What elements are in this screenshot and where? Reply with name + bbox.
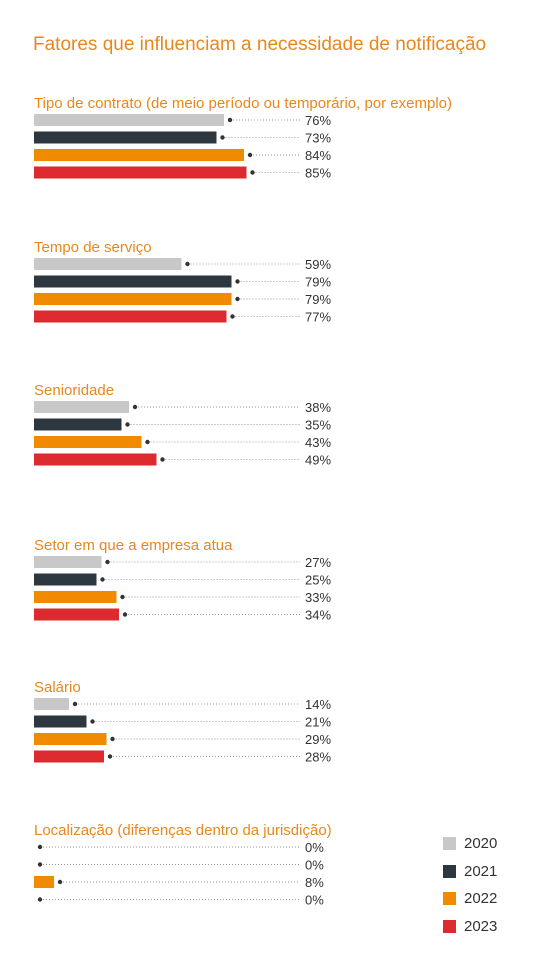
bar-end-dot: [37, 862, 43, 867]
bar-end-dot: [250, 170, 255, 175]
bar-end-dot: [122, 612, 128, 617]
value-label: 73%: [305, 131, 331, 146]
legend-label: 2023: [464, 917, 498, 935]
category-label: Salário: [34, 679, 81, 696]
value-label: 33%: [305, 590, 331, 605]
bar-end-dot: [100, 577, 105, 582]
bar-end-dot: [160, 457, 165, 462]
bar-end-dot: [235, 296, 240, 302]
bar-2020: [34, 401, 129, 413]
value-label: 76%: [305, 113, 331, 128]
category-label: Tempo de serviço: [34, 239, 152, 256]
value-label: 25%: [305, 573, 331, 588]
value-label: 59%: [305, 257, 331, 272]
bar-end-dot: [120, 594, 125, 600]
bar-2022: [34, 733, 107, 745]
legend-label: 2022: [464, 890, 498, 908]
value-label: 21%: [305, 715, 331, 730]
bar-end-dot: [107, 754, 113, 759]
bar-2020: [34, 698, 69, 710]
value-label: 8%: [305, 875, 324, 890]
bar-end-dot: [247, 152, 253, 158]
bar-2020: [34, 114, 224, 126]
bar-2021: [34, 715, 87, 728]
bar-2021: [34, 131, 217, 144]
bar-end-dot: [90, 719, 95, 724]
bar-2022: [34, 876, 54, 888]
bar-end-dot: [57, 879, 63, 885]
bar-end-dot: [72, 701, 78, 707]
value-label: 0%: [305, 840, 324, 855]
value-label: 43%: [305, 435, 331, 450]
value-label: 34%: [305, 608, 331, 623]
category-label: Localização (diferenças dentro da jurisd…: [34, 822, 332, 839]
legend: 2020 2021 2022 2023: [443, 830, 497, 940]
value-label: 14%: [305, 697, 331, 712]
bar-2023: [34, 166, 247, 179]
bar-end-dot: [230, 314, 235, 319]
legend-item-2021: 2021: [443, 858, 497, 886]
value-label: 79%: [305, 275, 331, 290]
bar-end-dot: [235, 279, 240, 284]
bar-end-dot: [105, 559, 110, 565]
bar-end-dot: [110, 736, 115, 742]
value-label: 35%: [305, 418, 331, 433]
bar-2022: [34, 436, 142, 448]
value-label: 0%: [305, 893, 324, 908]
bar-end-dot: [227, 117, 233, 123]
bar-2021: [34, 275, 232, 288]
bar-2023: [34, 310, 227, 323]
bar-end-dot: [132, 404, 138, 410]
bar-2023: [34, 453, 157, 466]
category-label: Tipo de contrato (de meio período ou tem…: [34, 95, 452, 112]
value-label: 28%: [305, 750, 331, 765]
legend-item-2020: 2020: [443, 830, 497, 858]
bar-2022: [34, 591, 117, 603]
legend-swatch: [443, 837, 456, 851]
bar-2022: [34, 293, 232, 305]
value-label: 79%: [305, 292, 331, 307]
value-label: 49%: [305, 453, 331, 468]
value-label: 29%: [305, 732, 331, 747]
value-label: 85%: [305, 166, 331, 181]
bar-end-dot: [185, 261, 190, 267]
category-label: Setor em que a empresa atua: [34, 537, 233, 554]
legend-swatch: [443, 864, 456, 878]
bar-2020: [34, 258, 182, 270]
value-label: 0%: [305, 858, 324, 873]
bar-2023: [34, 608, 119, 621]
category-label: Senioridade: [34, 382, 114, 399]
legend-swatch: [443, 892, 456, 906]
bar-2023: [34, 750, 104, 763]
chart-title: Fatores que influenciam a necessidade de…: [33, 34, 487, 55]
value-label: 77%: [305, 310, 331, 325]
bar-2021: [34, 573, 97, 586]
bar-2021: [34, 418, 122, 431]
bar-end-dot: [37, 844, 43, 850]
legend-label: 2021: [464, 862, 498, 880]
value-label: 84%: [305, 148, 331, 163]
value-label: 38%: [305, 400, 331, 415]
legend-swatch: [443, 919, 456, 933]
legend-item-2023: 2023: [443, 913, 497, 941]
legend-label: 2020: [464, 835, 498, 853]
legend-item-2022: 2022: [443, 885, 497, 913]
value-label: 27%: [305, 555, 331, 570]
bar-end-dot: [145, 439, 150, 445]
bar-end-dot: [37, 897, 43, 902]
bar-2022: [34, 149, 244, 161]
bar-end-dot: [220, 135, 225, 140]
bar-2020: [34, 556, 102, 568]
bar-end-dot: [125, 422, 130, 427]
